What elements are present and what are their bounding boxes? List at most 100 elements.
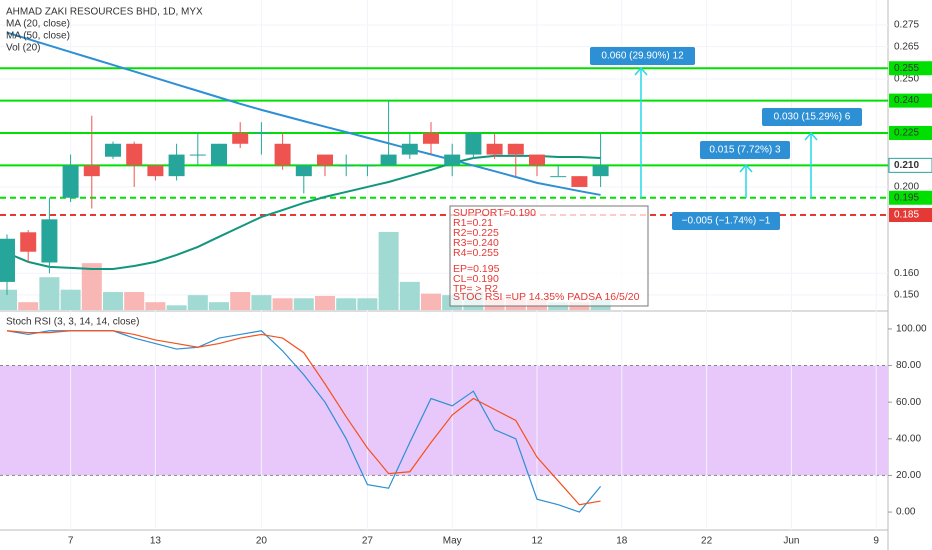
y-tick-label: 0.00 <box>896 507 916 518</box>
measure-box <box>762 108 862 126</box>
x-tick-label: 7 <box>68 536 74 547</box>
volume-bar <box>103 292 123 310</box>
volume-bar <box>60 289 81 310</box>
volume-bar <box>166 305 187 310</box>
level-tag <box>889 125 932 140</box>
level-tag-label: 0.240 <box>894 95 919 106</box>
indicator-label: MA (50, close) <box>6 31 70 42</box>
level-tag <box>889 208 932 223</box>
note-text: EP=0.195 <box>453 263 500 275</box>
candle-body <box>211 143 227 166</box>
volume-bar <box>378 231 399 310</box>
measure-arrowhead <box>634 66 648 76</box>
x-tick-label: 13 <box>150 536 162 547</box>
x-tick-label: May <box>443 536 462 547</box>
measure-box <box>672 212 780 230</box>
y-tick-label: 0.200 <box>894 182 919 193</box>
candle-body <box>507 143 524 155</box>
candle-body <box>253 132 270 134</box>
y-tick-label: 20.00 <box>896 470 921 481</box>
last-price-label: 0.210 <box>894 160 919 171</box>
y-tick-label: 0.160 <box>894 268 919 279</box>
candle-body <box>317 154 333 166</box>
candle-body <box>41 219 58 263</box>
candle-body <box>486 143 503 155</box>
last-price-tag <box>888 157 932 173</box>
candle-body <box>550 176 567 178</box>
y-tick-label: 60.00 <box>896 397 921 408</box>
note-text: R2=0.225 <box>453 227 499 239</box>
volume-bar <box>187 295 208 310</box>
stoch-title: Stoch RSI (3, 3, 14, 14, close) <box>6 317 139 328</box>
measure-label: 0.060 (29.90%) 12 <box>601 51 684 62</box>
candle-body <box>168 154 185 177</box>
note-box <box>449 205 649 307</box>
candle-body <box>465 132 482 155</box>
candle-body <box>274 143 291 166</box>
volume-bar <box>421 293 441 310</box>
candle-body <box>359 165 376 167</box>
level-tag-label: 0.185 <box>894 210 919 221</box>
candle-body <box>0 238 15 282</box>
volume-bar <box>399 281 420 310</box>
candle-body <box>444 154 461 166</box>
measure-arrowhead <box>804 131 818 141</box>
x-tick-label: 27 <box>362 536 374 547</box>
candle-body <box>126 143 143 166</box>
level-tag <box>889 93 932 108</box>
y-tick-label: 0.150 <box>894 290 919 301</box>
candle-body <box>147 165 164 177</box>
measure-arrowhead <box>739 163 753 173</box>
candle-body <box>189 154 206 156</box>
candle-body <box>571 176 588 187</box>
measure-label: −0.005 (−1.74%) −1 <box>682 216 771 227</box>
ma-line <box>6 154 601 270</box>
candle-body <box>62 165 79 198</box>
note-text: R4=0.255 <box>453 247 499 259</box>
indicator-label: Vol (20) <box>6 43 40 54</box>
candle-body <box>338 165 355 167</box>
volume-bar <box>293 298 314 310</box>
volume-bar <box>315 295 335 310</box>
note-text: TP= > R2 <box>453 283 498 295</box>
x-tick-label: 9 <box>873 536 879 547</box>
volume-bar <box>336 298 357 310</box>
ma-line <box>6 31 601 196</box>
level-tag-label: 0.225 <box>894 128 919 139</box>
volume-bar <box>81 263 102 310</box>
candle-body <box>592 165 609 177</box>
stoch-line <box>6 330 601 506</box>
measure-box <box>590 47 695 65</box>
volume-bar <box>18 302 39 310</box>
volume-bar <box>0 289 17 310</box>
note-text: STOC RSI =UP 14.35% PADSA 16/5/20 <box>453 291 640 303</box>
candle-body <box>295 165 312 177</box>
volume-bar <box>251 295 272 310</box>
y-tick-label: 0.265 <box>894 41 919 52</box>
y-tick-label: 0.275 <box>894 20 919 31</box>
measure-box <box>700 141 790 159</box>
volume-bar <box>230 292 251 310</box>
chart-title: AHMAD ZAKI RESOURCES BHD, 1D, MYX <box>6 7 203 18</box>
x-tick-label: 12 <box>531 536 543 547</box>
volume-bar <box>209 302 229 310</box>
candle-body <box>380 154 397 166</box>
measure-label: 0.015 (7.72%) 3 <box>709 145 781 156</box>
x-tick-label: 22 <box>701 536 713 547</box>
note-text: R3=0.240 <box>453 237 499 249</box>
level-tag <box>889 61 932 76</box>
candle-body <box>423 132 439 144</box>
candle-body <box>83 165 100 177</box>
candle-body <box>232 132 249 144</box>
candle-body <box>105 143 121 157</box>
y-tick-label: 100.00 <box>896 324 927 335</box>
y-tick-label: 80.00 <box>896 360 921 371</box>
volume-bar <box>272 298 293 310</box>
note-text: CL=0.190 <box>453 273 499 285</box>
candle-body <box>20 232 37 252</box>
volume-bar <box>357 298 378 310</box>
note-text: SUPPORT=0.190 <box>453 207 536 219</box>
candle-body <box>401 143 418 155</box>
volume-bar <box>124 292 145 310</box>
